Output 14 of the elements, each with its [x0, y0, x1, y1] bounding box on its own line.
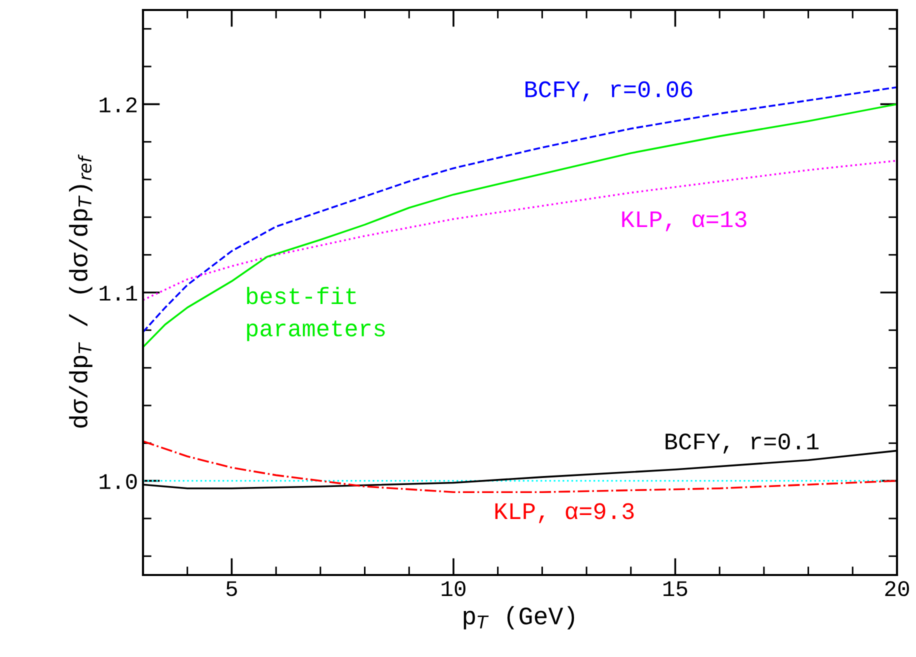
y-axis-title: dσ/dp$_{T}$ / (dσ/dp$_{T}$)$_{ref}$ [69, 154, 92, 428]
series-label: BCFY, r=0.1 [666, 433, 819, 454]
series-label: BCFY, r=0.06 [526, 81, 692, 102]
x-tick-label: 15 [664, 581, 688, 596]
y-tick-label: 1.2 [100, 97, 137, 112]
y-tick-label: 1.0 [100, 474, 137, 490]
x-tick-label: 20 [885, 581, 909, 596]
y-tick-label: 1.1 [100, 286, 138, 301]
x-axis-title: p$_{T}$ (GeV) [464, 606, 574, 630]
x-tick-label: 10 [442, 581, 466, 596]
series-label: best-fit parameters [247, 286, 385, 342]
series-label: KLP, α=9.3 [495, 503, 634, 524]
series-label: KLP, α=13 [622, 211, 746, 232]
x-tick-label: 5 [226, 581, 237, 596]
